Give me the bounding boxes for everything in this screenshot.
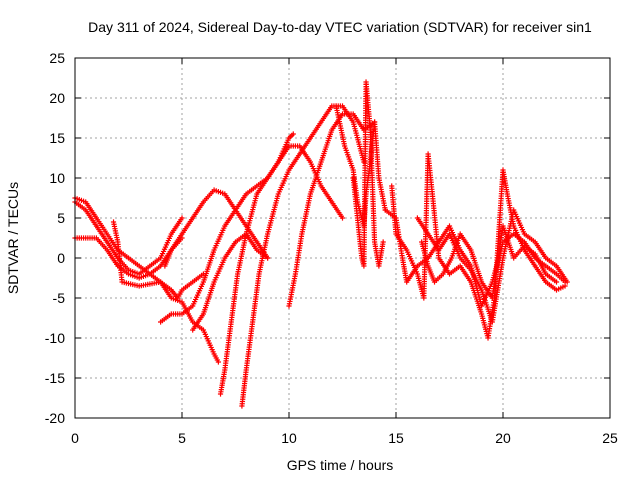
y-tick-label: -20 [45,410,65,426]
x-axis-label: GPS time / hours [287,457,394,473]
series-arc-15 [414,207,570,325]
x-tick-label: 25 [602,430,618,446]
chart-title: Day 311 of 2024, Sidereal Day-to-day VTE… [88,19,592,35]
x-tick-label: 0 [71,430,79,446]
series-arc-5 [158,143,346,325]
data-point-marker [339,215,346,221]
data-point-marker [380,239,386,245]
data-point-marker [290,131,296,137]
data-point-marker [179,215,185,221]
y-axis-label: SDTVAR / TECUs [5,182,21,294]
series-arc-7 [162,187,271,269]
series-arc-10 [286,111,378,309]
x-tick-label: 15 [388,430,404,446]
y-tick-label: -10 [45,330,65,346]
y-tick-label: 10 [49,170,65,186]
y-tick-label: 0 [57,250,65,266]
y-tick-label: 15 [49,130,65,146]
series-arc-4 [110,219,206,301]
data-point-marker [562,283,568,289]
series-arc-8 [217,131,296,397]
y-tick-label: -15 [45,370,65,386]
series-arc-6 [190,231,271,333]
x-tick-label: 10 [281,430,297,446]
data-point-marker [265,255,271,261]
x-tick-label: 20 [495,430,511,446]
series-arc-11 [333,103,388,229]
y-tick-label: 5 [57,210,65,226]
y-tick-label: -5 [53,290,66,306]
series-arc-16 [419,223,560,301]
data-point-marker [553,279,560,285]
y-tick-label: 25 [49,50,65,66]
marks-layer [72,79,570,409]
ticks-layer: 0 5 10 15 20 25 -20 -15 -10 -5 0 5 10 15 20 25 [45,50,618,446]
data-point-marker [215,359,221,365]
plot-frame [74,57,611,419]
x-tick-label: 5 [178,430,186,446]
y-tick-label: 20 [49,90,65,106]
series-arc-12 [350,79,386,269]
data-point-marker [564,279,570,285]
